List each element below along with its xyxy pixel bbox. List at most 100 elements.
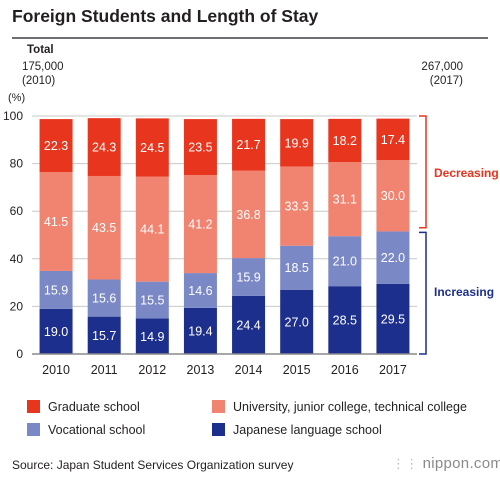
bar-segment — [232, 118, 266, 171]
bar-segment — [39, 172, 73, 271]
legend-item-university: University, junior college, technical co… — [212, 400, 467, 414]
total-2010-annotation: 175,000 (2010) — [22, 60, 64, 88]
bar-segment — [232, 170, 266, 259]
x-tick-label: 2012 — [138, 363, 166, 377]
y-tick-label: 100 — [3, 109, 23, 123]
legend-item-graduate-school: Graduate school — [27, 400, 140, 414]
y-tick-label: 40 — [10, 252, 24, 266]
total-2017-year: (2017) — [429, 75, 463, 87]
data-label: 23.5 — [188, 141, 212, 155]
x-tick-label: 2011 — [91, 363, 118, 377]
data-label: 19.4 — [188, 324, 212, 338]
data-label: 14.6 — [188, 284, 212, 298]
data-label: 24.3 — [92, 141, 116, 155]
x-tick-label: 2010 — [42, 363, 70, 377]
data-label: 18.5 — [285, 261, 309, 275]
bar-segment — [135, 176, 169, 282]
bar-segment — [135, 281, 169, 319]
data-label: 41.5 — [44, 215, 68, 229]
bar-segment — [87, 175, 121, 280]
bar-segment — [328, 162, 362, 237]
legend-item-vocational-school: Vocational school — [27, 423, 145, 437]
bar-segment — [135, 318, 169, 354]
bar-segment — [376, 160, 410, 232]
bar-segment — [232, 295, 266, 354]
x-tick-label: 2013 — [187, 363, 215, 377]
data-label: 15.9 — [44, 283, 68, 297]
legend-label: Vocational school — [48, 423, 146, 437]
data-label: 21.0 — [333, 255, 357, 269]
legend-label: University, junior college, technical co… — [233, 400, 467, 414]
data-label: 41.2 — [188, 218, 212, 232]
brand-name: nippon.com — [422, 455, 500, 472]
y-tick-label: 20 — [10, 299, 24, 313]
data-label: 27.0 — [285, 315, 309, 329]
bar-segment — [328, 286, 362, 354]
legend-swatch — [27, 400, 40, 413]
total-2010-year: (2010) — [22, 75, 56, 87]
increasing-bracket — [419, 231, 427, 355]
bar-segment — [232, 258, 266, 296]
bar-segment — [87, 118, 121, 176]
data-label: 28.5 — [333, 314, 357, 328]
y-tick-label: 60 — [10, 204, 24, 218]
bar-segment — [183, 307, 217, 354]
bar-segment — [39, 270, 73, 309]
data-label: 24.5 — [140, 141, 164, 155]
bar-segment — [183, 273, 217, 308]
legend-label: Japanese language school — [233, 423, 382, 437]
x-tick-label: 2016 — [331, 363, 359, 377]
bar-segment — [39, 308, 73, 354]
legend-swatch — [212, 423, 225, 436]
increasing-label: Increasing — [434, 285, 495, 299]
legend-label: Graduate school — [48, 400, 140, 414]
bar-segment — [376, 118, 410, 161]
data-label: 15.7 — [92, 329, 116, 343]
data-label: 36.8 — [236, 208, 260, 222]
legend-swatch — [27, 423, 40, 436]
brand-dots-icon: ⋮⋮ — [392, 456, 419, 471]
bar-segment — [328, 118, 362, 163]
data-label: 14.9 — [140, 330, 164, 344]
bar-segment — [183, 175, 217, 274]
total-2017-value: 267,000 — [421, 61, 463, 73]
y-tick-label: 0 — [16, 347, 23, 361]
bar-segment — [135, 118, 169, 177]
total-2010-value: 175,000 — [22, 61, 64, 73]
data-label: 31.1 — [333, 193, 357, 207]
data-label: 15.5 — [140, 294, 164, 308]
data-label: 19.0 — [44, 325, 68, 339]
data-label: 22.0 — [381, 251, 405, 265]
bar-segment — [87, 279, 121, 317]
decreasing-label: Decreasing — [434, 166, 499, 180]
data-label: 15.6 — [92, 292, 116, 306]
bar-segment — [87, 316, 121, 354]
data-label: 18.2 — [333, 134, 357, 148]
data-label: 22.3 — [44, 139, 68, 153]
source-note: Source: Japan Student Services Organizat… — [12, 458, 294, 472]
bar-segment — [280, 289, 314, 354]
brand-logo: ⋮⋮ nippon.com — [392, 455, 500, 472]
total-label: Total — [27, 44, 54, 56]
data-label: 19.9 — [285, 136, 309, 150]
bar-segment — [328, 236, 362, 287]
legend-item-japanese-language-school: Japanese language school — [212, 423, 382, 437]
total-2017-annotation: 267,000 (2017) — [383, 60, 463, 88]
bar-segment — [376, 231, 410, 284]
chart-title: Foreign Students and Length of Stay — [12, 6, 319, 26]
data-label: 33.3 — [285, 200, 309, 214]
x-tick-label: 2014 — [235, 363, 263, 377]
bar-segment — [183, 119, 217, 176]
data-label: 43.5 — [92, 221, 116, 235]
bar-segment — [280, 119, 314, 167]
legend-swatch — [212, 400, 225, 413]
title-rule — [12, 37, 488, 39]
data-label: 29.5 — [381, 312, 405, 326]
bar-segment — [280, 245, 314, 290]
decreasing-bracket — [419, 115, 427, 229]
x-tick-label: 2015 — [283, 363, 311, 377]
data-label: 30.0 — [381, 189, 405, 203]
data-label: 44.1 — [140, 223, 164, 237]
data-label: 15.9 — [236, 271, 260, 285]
